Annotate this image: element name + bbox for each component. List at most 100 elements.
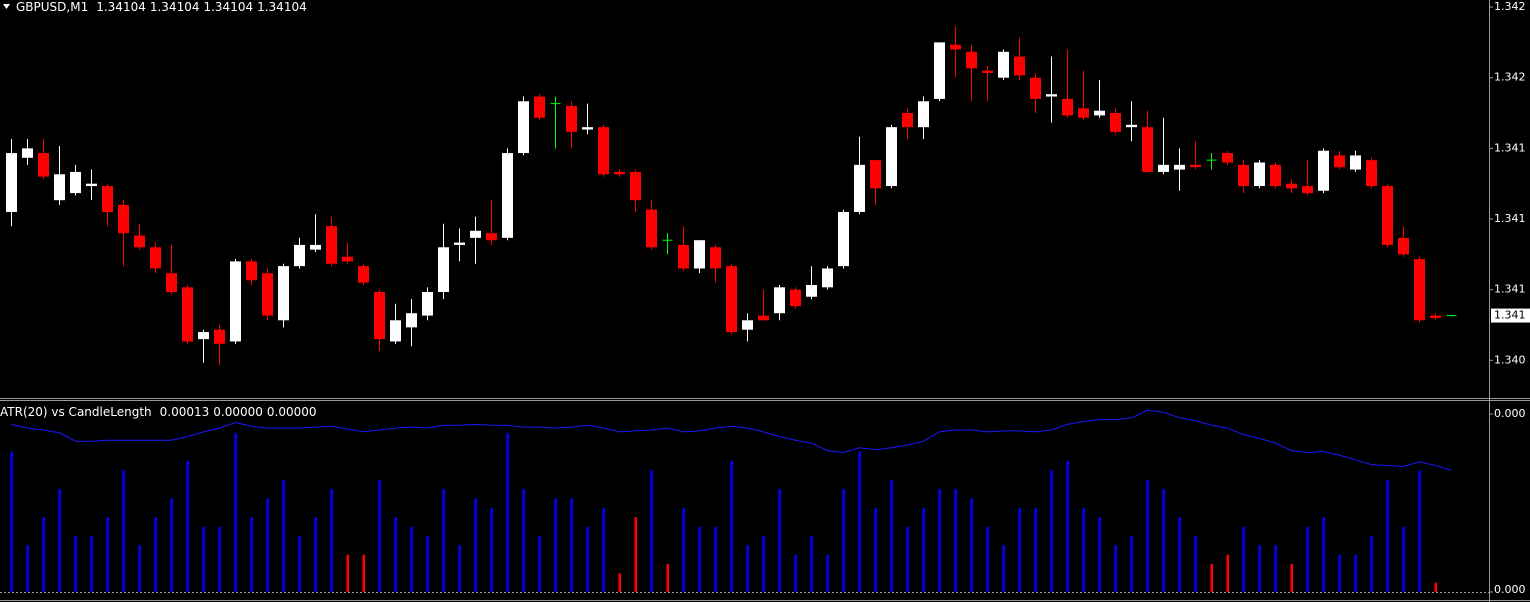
candle-body — [1062, 98, 1073, 116]
length-bar — [474, 498, 477, 592]
length-bar — [970, 498, 973, 592]
length-bar — [170, 498, 173, 592]
length-bar — [506, 432, 509, 592]
candle-body — [406, 313, 417, 328]
length-bar — [186, 460, 189, 592]
candle-body — [774, 287, 785, 314]
length-bar — [1322, 517, 1325, 592]
length-bar — [90, 535, 93, 592]
length-bar — [538, 535, 541, 592]
length-bar — [1306, 526, 1309, 592]
candle-body — [870, 160, 881, 189]
candle-body — [934, 42, 945, 99]
candle-body — [598, 127, 609, 175]
y-tick-label: 1.342 — [1494, 71, 1526, 84]
candle-body — [1318, 150, 1329, 191]
length-bar — [1226, 554, 1229, 592]
candle-body — [1238, 164, 1249, 187]
collapse-icon[interactable] — [3, 4, 10, 9]
length-bar — [122, 470, 125, 592]
candle-body — [582, 127, 593, 130]
candle-body — [1030, 77, 1041, 99]
length-bar — [234, 432, 237, 592]
length-bar — [1434, 582, 1437, 592]
candle-body — [982, 70, 993, 74]
length-bar — [1402, 526, 1405, 592]
length-bar — [922, 507, 925, 592]
candle-body — [1158, 164, 1169, 172]
length-bar — [330, 488, 333, 592]
price-header: GBPUSD,M1 1.34104 1.34104 1.34104 1.34104 — [16, 0, 307, 14]
candle-body — [1254, 162, 1265, 187]
candle-body — [262, 273, 273, 316]
length-bar — [266, 498, 269, 592]
length-bar — [698, 526, 701, 592]
length-bar — [810, 535, 813, 592]
length-bar — [1018, 507, 1021, 592]
candle-body — [1222, 153, 1233, 163]
length-bar — [602, 507, 605, 592]
length-bar — [554, 498, 557, 592]
length-bar — [202, 526, 205, 592]
candle-body — [22, 148, 33, 158]
candle-body — [726, 266, 737, 333]
candle-body — [806, 284, 817, 297]
candle-body — [38, 153, 49, 177]
candle-body — [182, 287, 193, 342]
length-bar — [410, 526, 413, 592]
length-bar — [794, 554, 797, 592]
length-bar — [1194, 535, 1197, 592]
length-bar — [634, 517, 637, 592]
length-bar — [10, 451, 13, 592]
candle-body — [1078, 108, 1089, 118]
length-bar — [874, 507, 877, 592]
y-tick-label: 0.000 — [1494, 583, 1526, 596]
length-bar — [1386, 479, 1389, 592]
length-bar — [346, 554, 349, 592]
length-bar — [74, 535, 77, 592]
length-bar — [1082, 507, 1085, 592]
length-bar — [666, 563, 669, 592]
candle-body — [1126, 124, 1137, 128]
length-bar — [1130, 535, 1133, 592]
length-bar — [442, 488, 445, 592]
y-tick-label: 1.340 — [1494, 353, 1526, 366]
candle-body — [1398, 237, 1409, 255]
length-bar — [858, 451, 861, 592]
length-bar — [570, 498, 573, 592]
candle-body — [1382, 186, 1393, 245]
length-bar — [154, 517, 157, 592]
y-tick-label: 1.341 — [1494, 212, 1526, 225]
header-value: 0.00013 — [160, 405, 210, 419]
candle-body — [6, 153, 17, 212]
length-bar — [954, 488, 957, 592]
candle-body — [630, 171, 641, 201]
candle-body — [118, 204, 129, 234]
indicator-title: ATR(20) vs CandleLength — [0, 405, 152, 419]
candle-body — [198, 332, 209, 340]
length-bar — [378, 479, 381, 592]
length-bar — [746, 545, 749, 592]
header-value: 0.00000 — [267, 405, 317, 419]
length-bar — [650, 470, 653, 592]
length-bar — [586, 526, 589, 592]
length-bar — [730, 460, 733, 592]
length-bar — [1418, 470, 1421, 592]
candle-body — [710, 247, 721, 269]
candle-body — [86, 183, 97, 187]
length-bar — [938, 488, 941, 592]
candle-body — [54, 174, 65, 201]
candle-body — [166, 273, 177, 293]
candle-body — [758, 315, 769, 321]
candle-body — [1414, 259, 1425, 321]
length-bar — [298, 535, 301, 592]
length-bar — [138, 545, 141, 592]
length-bar — [714, 526, 717, 592]
candle-body — [854, 164, 865, 212]
length-bar — [250, 517, 253, 592]
length-bar — [1066, 460, 1069, 592]
length-bar — [1370, 535, 1373, 592]
length-bar — [762, 535, 765, 592]
length-bar — [282, 479, 285, 592]
y-tick-label: 1.341 — [1494, 141, 1526, 154]
